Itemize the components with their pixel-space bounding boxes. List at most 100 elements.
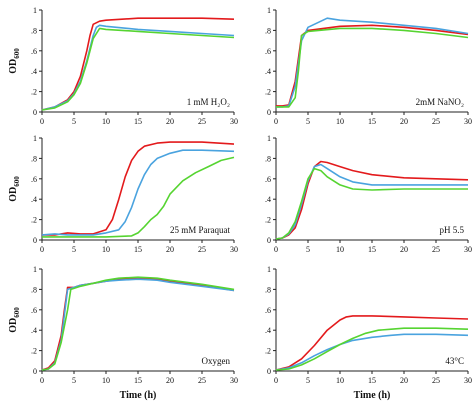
x-tick-label: 5 <box>72 245 76 254</box>
y-tick-label: .8 <box>265 26 271 35</box>
y-tick-label: .4 <box>31 326 37 335</box>
x-tick-label: 0 <box>40 117 44 126</box>
x-tick-label: 0 <box>274 376 278 385</box>
x-tick-label: 30 <box>464 376 472 385</box>
series-line-1 <box>275 315 469 371</box>
x-tick-label: 0 <box>274 117 278 126</box>
y-tick-label: 0 <box>267 367 271 376</box>
x-tick-label: 25 <box>198 245 206 254</box>
y-tick-label: 1 <box>267 134 271 143</box>
series-line-3 <box>41 27 235 111</box>
x-tick-label: 20 <box>400 245 408 254</box>
y-tick-label: .2 <box>265 216 271 225</box>
x-tick-label: 10 <box>102 376 110 385</box>
x-tick-label: 25 <box>432 245 440 254</box>
y-tick-label: 1 <box>33 6 37 15</box>
x-tick-label: 30 <box>230 245 238 254</box>
x-tick-label: 30 <box>464 117 472 126</box>
y-tick-label: .8 <box>265 285 271 294</box>
x-tick-label: 15 <box>134 117 142 126</box>
y-axis-title: OD600 <box>8 307 21 333</box>
x-tick-label: 15 <box>134 245 142 254</box>
x-axis-title: Time (h) <box>120 390 157 401</box>
panel-condition-label: 1 mM H₂O₂ <box>187 97 230 107</box>
x-tick-label: 20 <box>166 245 174 254</box>
y-tick-label: .2 <box>31 347 37 356</box>
x-tick-label: 30 <box>230 376 238 385</box>
x-tick-label: 10 <box>336 376 344 385</box>
series-line-3 <box>275 167 468 240</box>
y-tick-label: .6 <box>265 306 271 315</box>
y-axis-title-main: OD <box>8 318 19 333</box>
y-tick-label: .6 <box>265 47 271 56</box>
panel-condition-label: pH 5.5 <box>440 225 465 235</box>
y-tick-label: .4 <box>31 67 37 76</box>
y-tick-label: .6 <box>265 175 271 184</box>
x-tick-label: 10 <box>102 245 110 254</box>
series-line-2 <box>275 163 468 240</box>
y-tick-label: .6 <box>31 47 37 56</box>
y-tick-label: .4 <box>31 195 37 204</box>
series-line-3 <box>275 327 469 371</box>
series-line-1 <box>42 141 235 236</box>
x-tick-label: 5 <box>306 117 310 126</box>
x-tick-label: 20 <box>400 376 408 385</box>
x-tick-label: 5 <box>306 376 310 385</box>
series-line-2 <box>41 149 235 236</box>
x-tick-label: 30 <box>464 245 472 254</box>
panel-condition-label: 43°C <box>445 356 464 366</box>
y-tick-label: 1 <box>33 134 37 143</box>
series-line-2 <box>275 333 469 371</box>
x-tick-label: 5 <box>306 245 310 254</box>
y-tick-label: .2 <box>31 88 37 97</box>
series-line-3 <box>276 27 469 108</box>
panel-condition-label: Oxygen <box>202 356 231 366</box>
x-tick-label: 10 <box>102 117 110 126</box>
series-line-3 <box>41 276 235 371</box>
x-axis-title: Time (h) <box>354 390 391 401</box>
panel-condition-label: 2mM NaNO₂ <box>416 97 464 107</box>
y-axis-title-subscript: 600 <box>13 48 21 59</box>
y-tick-label: 1 <box>267 6 271 15</box>
x-tick-label: 5 <box>72 376 76 385</box>
x-tick-label: 25 <box>198 376 206 385</box>
y-tick-label: .4 <box>265 67 271 76</box>
y-tick-label: .8 <box>31 154 37 163</box>
y-tick-label: .2 <box>265 88 271 97</box>
y-tick-label: .8 <box>265 154 271 163</box>
x-tick-label: 25 <box>432 117 440 126</box>
y-axis-title-subscript: 600 <box>13 307 21 318</box>
x-tick-label: 20 <box>166 117 174 126</box>
x-tick-label: 20 <box>400 117 408 126</box>
y-tick-label: .8 <box>31 26 37 35</box>
y-axis-title-subscript: 600 <box>13 176 21 187</box>
y-tick-label: .2 <box>265 347 271 356</box>
y-tick-label: .6 <box>31 306 37 315</box>
x-tick-label: 0 <box>40 245 44 254</box>
x-tick-label: 5 <box>72 117 76 126</box>
series-line-1 <box>275 160 469 240</box>
x-tick-label: 10 <box>336 245 344 254</box>
y-tick-label: 0 <box>267 108 271 117</box>
series-line-3 <box>42 156 235 238</box>
y-tick-label: 0 <box>33 108 37 117</box>
y-tick-label: .6 <box>31 175 37 184</box>
y-axis-title-main: OD <box>8 187 19 202</box>
x-tick-label: 0 <box>40 376 44 385</box>
x-tick-label: 15 <box>368 376 376 385</box>
series-line-2 <box>276 17 469 108</box>
x-tick-label: 15 <box>368 117 376 126</box>
y-tick-label: 0 <box>33 367 37 376</box>
x-tick-label: 30 <box>230 117 238 126</box>
y-tick-label: .4 <box>265 195 271 204</box>
x-tick-label: 10 <box>336 117 344 126</box>
x-tick-label: 25 <box>432 376 440 385</box>
x-tick-label: 25 <box>198 117 206 126</box>
y-tick-label: 1 <box>33 265 37 274</box>
